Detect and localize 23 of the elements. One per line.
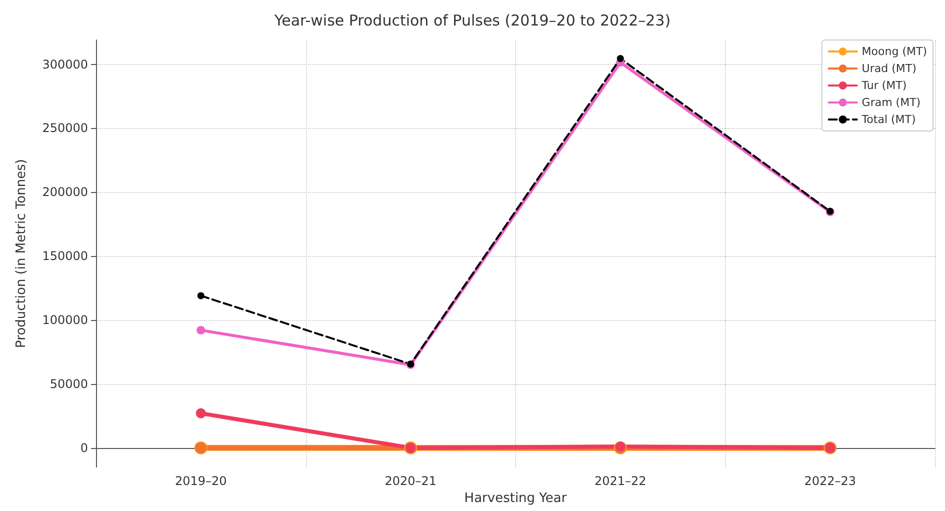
legend-label: Urad (MT): [862, 62, 916, 75]
y-tick-label: 250000: [42, 121, 88, 136]
x-axis-title: Harvesting Year: [464, 490, 568, 506]
point: [196, 408, 206, 418]
legend-label: Tur (MT): [860, 79, 907, 92]
x-tick-label: 2019–20: [174, 474, 227, 488]
x-tick-label: 2022–23: [804, 474, 856, 488]
legend-label: Gram (MT): [862, 96, 921, 109]
y-tick-label: 150000: [42, 249, 88, 264]
y-tick-label: 0: [80, 440, 88, 455]
y-tick-label: 100000: [42, 312, 88, 327]
legend-label: Moong (MT): [862, 45, 928, 58]
chart-title: Year-wise Production of Pulses (2019–20 to 2022–23): [273, 12, 671, 30]
y-axis-title: Production (in Metric Tonnes): [14, 159, 29, 348]
y-tick-label: 200000: [42, 185, 88, 200]
point: [616, 55, 624, 62]
legend-label: Total (MT): [860, 113, 916, 126]
y-tick-label: 50000: [50, 376, 88, 391]
point: [197, 292, 204, 300]
x-tick-label: 2021–22: [594, 474, 646, 488]
point: [196, 326, 206, 334]
x-tick-label: 2020–21: [384, 474, 437, 488]
y-tick-label: 300000: [42, 57, 88, 72]
